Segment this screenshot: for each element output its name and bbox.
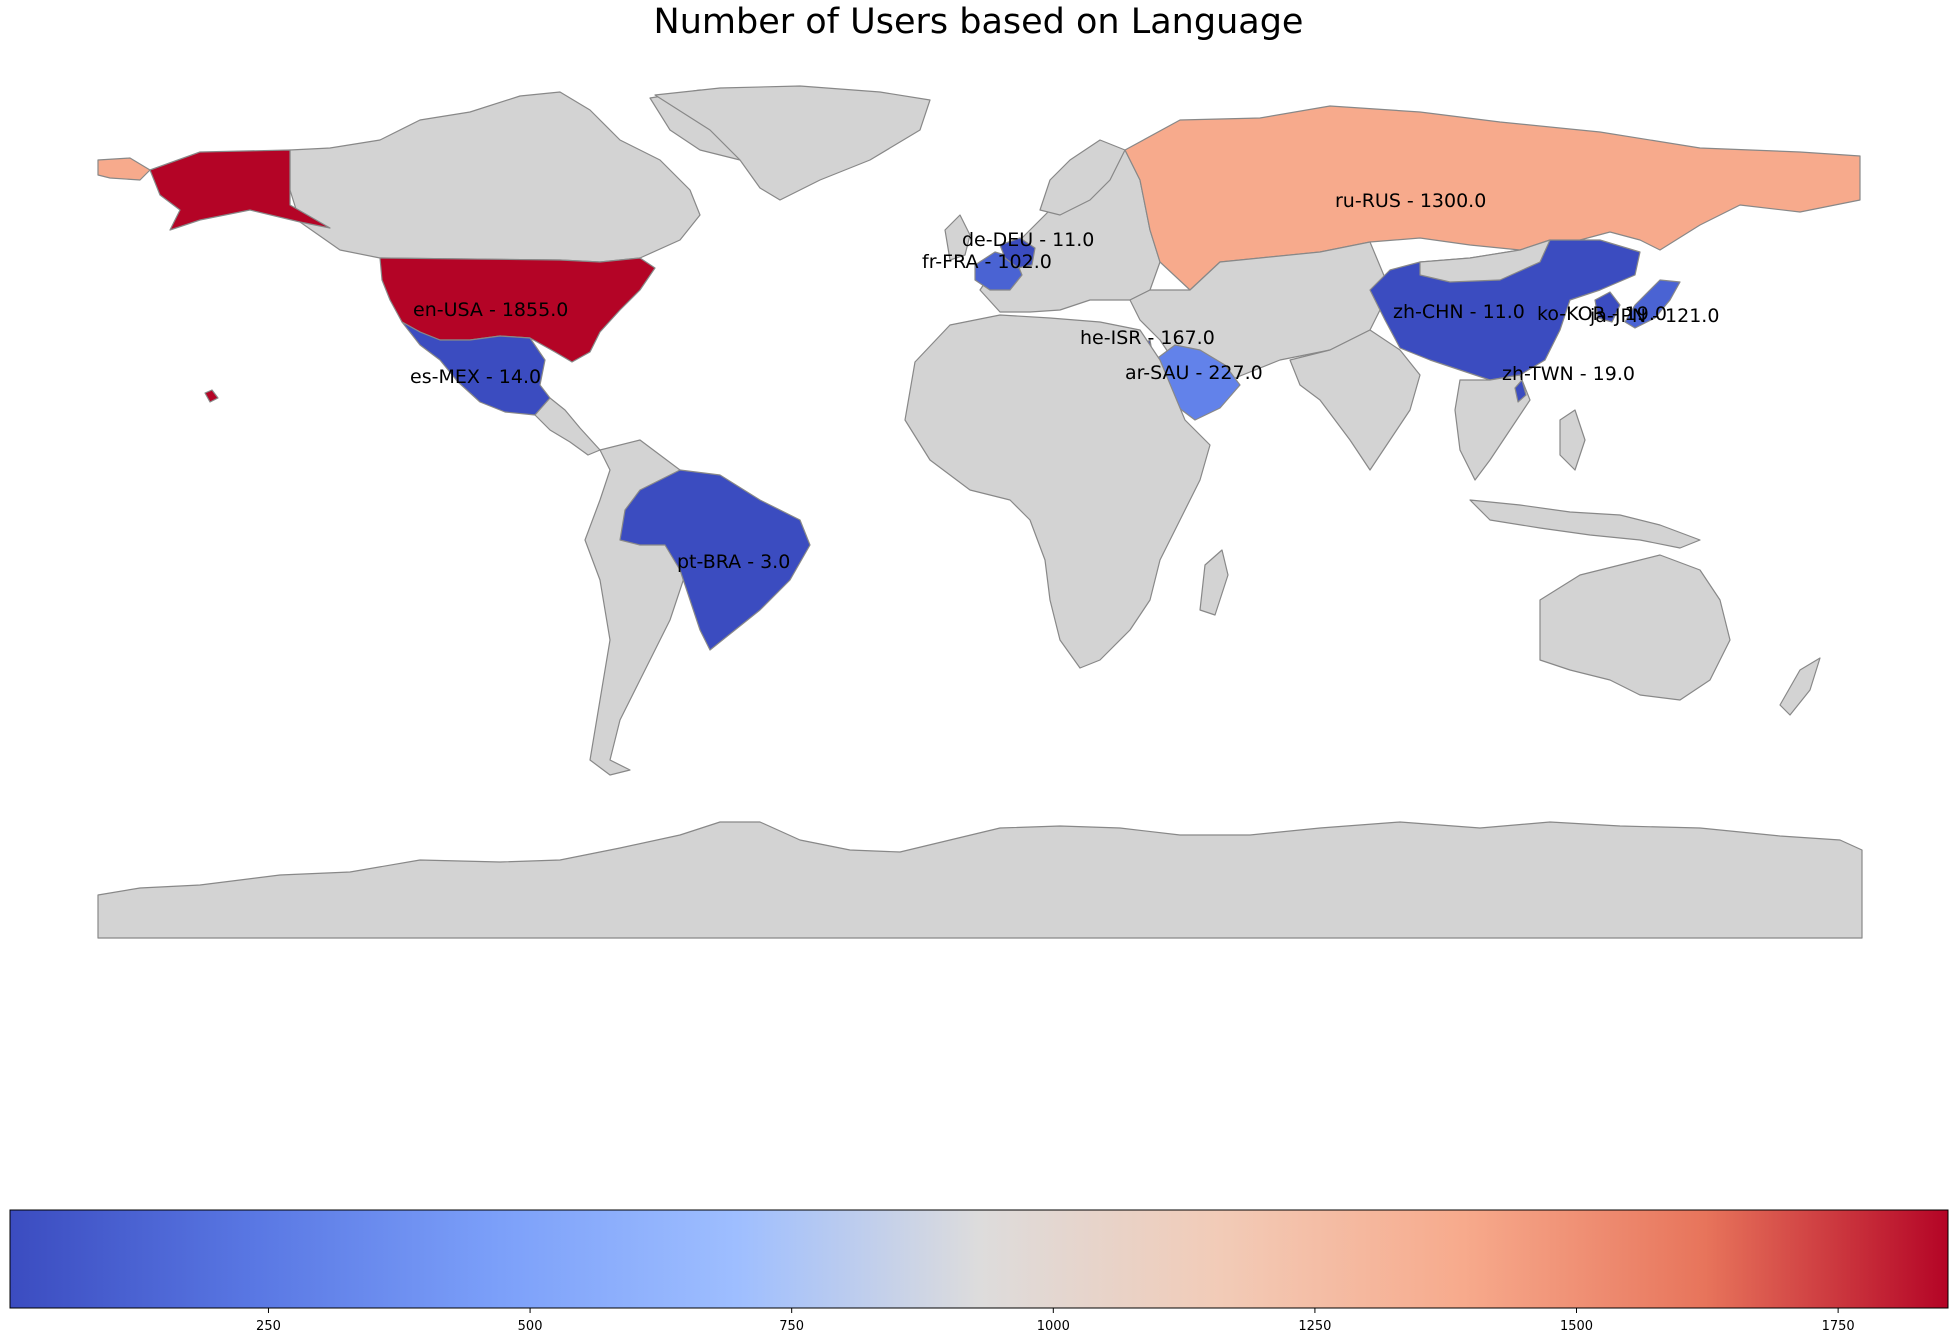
country-greenland: [654, 85, 931, 201]
country-africa: [904, 314, 1211, 669]
country-indonesia: [1469, 499, 1701, 549]
country-hawaii: [204, 389, 219, 403]
colorbar-tick-label: 1750: [1822, 1319, 1855, 1334]
country-philippines: [1559, 409, 1586, 471]
country-korea: [1594, 291, 1621, 323]
country-canada: [289, 91, 701, 263]
country-south-asia: [1289, 329, 1421, 471]
colorbar-gradient: [9, 1209, 1949, 1309]
map-title: Number of Users based on Language: [653, 2, 1304, 42]
label-he-isr: he-ISR - 167.0: [1080, 327, 1215, 349]
country-uk: [944, 214, 971, 261]
label-de-deu: de-DEU - 11.0: [962, 229, 1094, 251]
label-pt-bra: pt-BRA - 3.0: [677, 551, 790, 573]
label-ar-sau: ar-SAU - 227.0: [1125, 362, 1263, 384]
colorbar-tick-label: 1250: [1298, 1319, 1331, 1334]
label-zh-twn: zh-TWN - 19.0: [1502, 363, 1635, 385]
country-japan: [1624, 279, 1681, 329]
colorbar-tick-label: 1000: [1037, 1319, 1070, 1334]
region-labels: en-USA - 1855.0 ru-RUS - 1300.0 ar-SAU -…: [410, 190, 1719, 573]
colorbar: 250 500 750 1000 1250 1500 1750: [9, 1209, 1949, 1334]
label-en-usa: en-USA - 1855.0: [413, 299, 568, 321]
label-es-mex: es-MEX - 14.0: [410, 366, 541, 388]
country-germany: [999, 237, 1036, 269]
label-ru-rus: ru-RUS - 1300.0: [1335, 190, 1486, 212]
country-taiwan: [1514, 379, 1527, 403]
country-southeast-asia: [1454, 374, 1531, 481]
country-brazil: [619, 469, 811, 651]
country-russia-wrap: [97, 157, 151, 181]
country-mongolia: [1419, 239, 1551, 283]
land-layer: [97, 85, 1863, 939]
country-australia: [1539, 554, 1731, 701]
country-madagascar: [1199, 549, 1229, 616]
colorbar-tick-label: 1500: [1560, 1319, 1593, 1334]
colorbar-ticks: 250 500 750 1000 1250 1500 1750: [256, 1308, 1855, 1334]
label-ja-jpn: ja-JPN - 121.0: [1589, 305, 1719, 327]
colorbar-tick-label: 250: [256, 1319, 281, 1334]
country-mexico: [401, 321, 551, 416]
country-central-america: [534, 397, 601, 456]
country-antarctica: [97, 821, 1863, 939]
label-ko-kor: ko-KOR - 19.0: [1537, 303, 1667, 325]
label-fr-fra: fr-FRA - 102.0: [922, 251, 1052, 273]
country-new-zealand: [1779, 657, 1821, 716]
colorbar-tick-label: 750: [779, 1319, 804, 1334]
country-alaska: [149, 149, 331, 231]
colorbar-tick-label: 500: [518, 1319, 543, 1334]
label-zh-chn: zh-CHN - 11.0: [1393, 301, 1525, 323]
